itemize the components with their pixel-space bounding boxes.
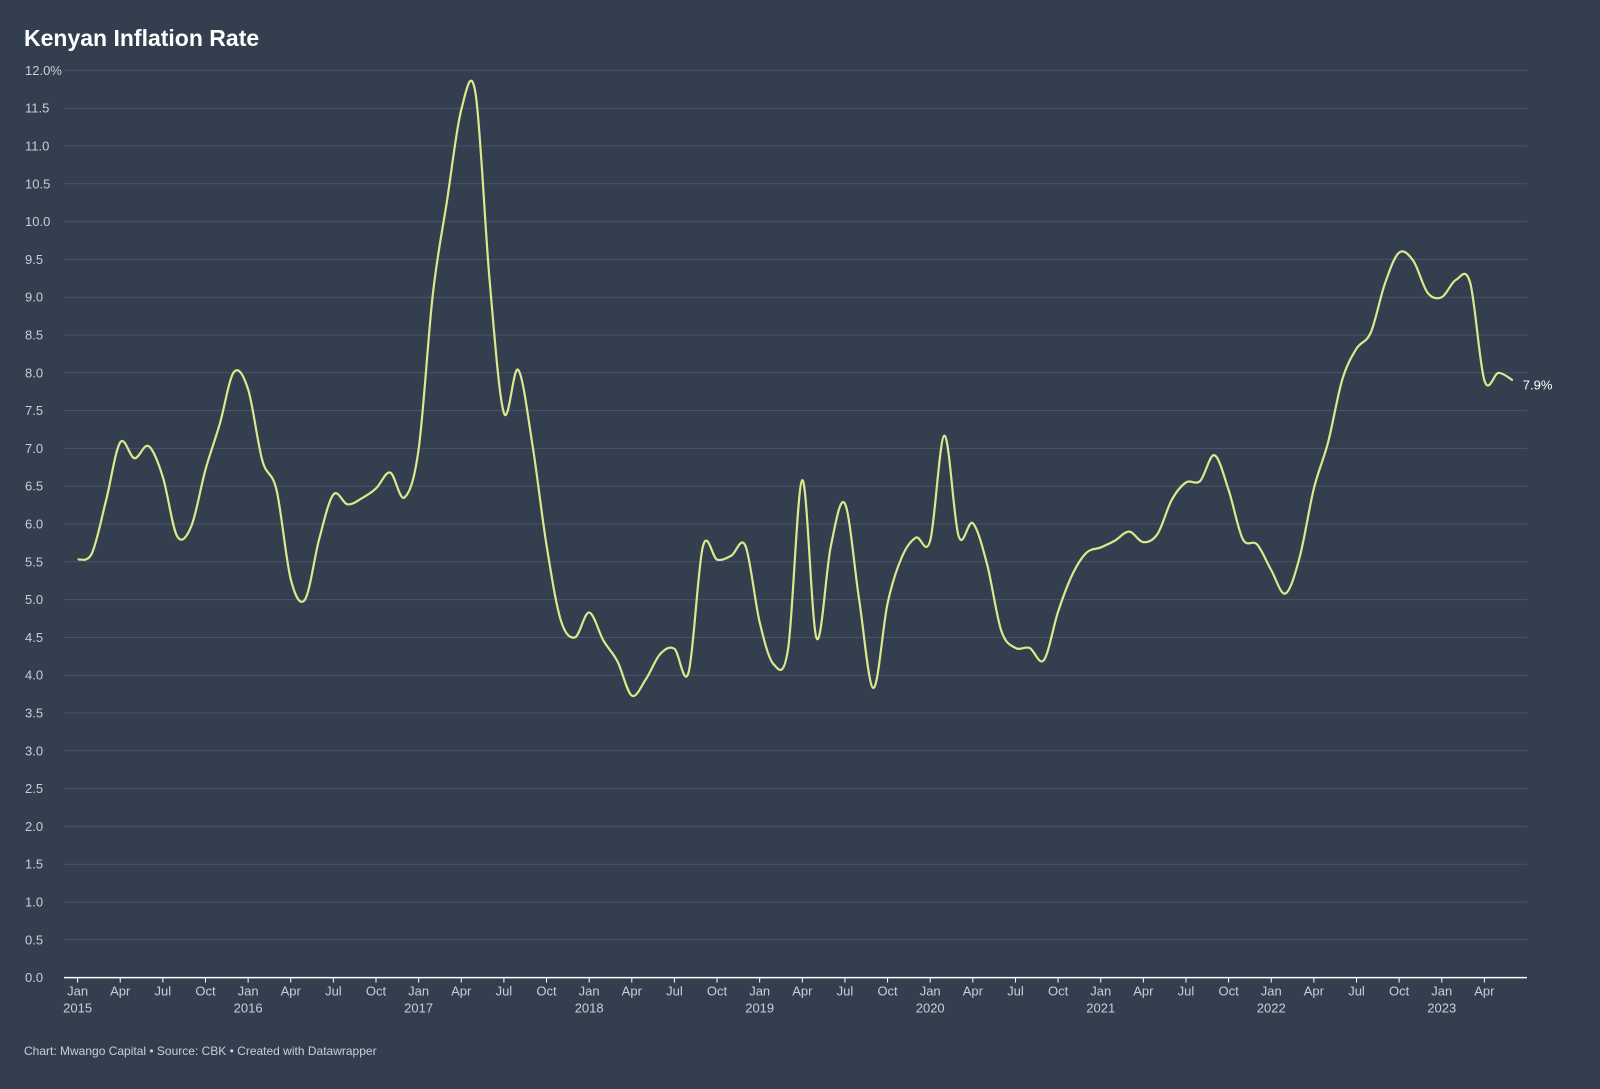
x-tick-year: 2016 [234, 1001, 263, 1016]
y-tick-label: 8.5 [25, 328, 43, 343]
x-tick-label: Jan [920, 984, 941, 999]
x-tick-label: Apr [963, 984, 984, 999]
x-tick-label: Oct [877, 984, 898, 999]
y-tick-label: 4.5 [25, 630, 43, 645]
y-tick-label: 3.5 [25, 706, 43, 721]
y-tick-label: 11.0 [25, 139, 49, 154]
chart-title: Kenyan Inflation Rate [24, 25, 259, 51]
x-tick-label: Jul [1348, 984, 1365, 999]
x-tick-label: Apr [1304, 984, 1325, 999]
y-tick-label: 7.0 [25, 441, 43, 456]
x-tick-label: Oct [536, 984, 557, 999]
x-tick-label: Jul [155, 984, 172, 999]
x-tick-label: Oct [195, 984, 216, 999]
x-tick-year: 2018 [575, 1001, 604, 1016]
x-tick-year: 2019 [745, 1001, 774, 1016]
y-tick-label: 7.5 [25, 403, 43, 418]
x-tick-label: Jan [1090, 984, 1111, 999]
x-tick-label: Jan [238, 984, 259, 999]
x-tick-label: Jan [579, 984, 600, 999]
y-tick-label: 10.0 [25, 214, 50, 229]
x-tick-label: Jul [496, 984, 513, 999]
x-tick-label: Jul [837, 984, 854, 999]
y-tick-label: 5.0 [25, 592, 43, 607]
x-tick-label: Apr [1133, 984, 1154, 999]
y-tick-label: 0.5 [25, 932, 43, 947]
x-tick-label: Oct [366, 984, 387, 999]
y-tick-label: 1.0 [25, 895, 43, 910]
x-tick-label: Apr [1474, 984, 1495, 999]
x-tick-label: Jan [1431, 984, 1452, 999]
x-tick-year: 2017 [404, 1001, 433, 1016]
x-tick-label: Jan [67, 984, 88, 999]
y-tick-label: 5.5 [25, 554, 43, 569]
x-tick-label: Jan [408, 984, 429, 999]
y-tick-label: 6.0 [25, 517, 43, 532]
y-tick-label: 0.0 [25, 970, 43, 985]
x-tick-label: Oct [1048, 984, 1069, 999]
x-tick-label: Oct [1389, 984, 1410, 999]
x-tick-label: Jul [666, 984, 683, 999]
x-tick-label: Oct [1218, 984, 1239, 999]
y-tick-label: 2.0 [25, 819, 43, 834]
x-tick-label: Apr [281, 984, 302, 999]
y-tick-label: 9.0 [25, 290, 43, 305]
x-tick-year: 2021 [1086, 1001, 1115, 1016]
x-tick-label: Oct [707, 984, 728, 999]
y-tick-label: 8.0 [25, 365, 43, 380]
y-tick-label: 10.5 [25, 176, 50, 191]
x-tick-label: Apr [622, 984, 643, 999]
y-tick-label: 2.5 [25, 781, 43, 796]
y-tick-label: 4.0 [25, 668, 43, 683]
x-tick-year: 2020 [916, 1001, 945, 1016]
x-tick-label: Jul [325, 984, 342, 999]
y-tick-label: 9.5 [25, 252, 43, 267]
x-tick-label: Jan [1261, 984, 1282, 999]
x-tick-year: 2023 [1427, 1001, 1456, 1016]
x-tick-label: Apr [110, 984, 131, 999]
x-tick-label: Jul [1007, 984, 1024, 999]
x-tick-label: Jul [1178, 984, 1195, 999]
line-series [77, 79, 1514, 698]
y-tick-label: 11.5 [25, 101, 49, 116]
x-tick-year: 2022 [1257, 1001, 1286, 1016]
y-tick-label: 6.5 [25, 479, 43, 494]
x-tick-label: Apr [451, 984, 472, 999]
source-note: Chart: Mwango Capital • Source: CBK • Cr… [24, 1044, 377, 1058]
x-tick-label: Jan [749, 984, 770, 999]
end-label: 7.9% [1523, 377, 1553, 392]
x-tick-year: 2015 [63, 1001, 92, 1016]
x-tick-label: Apr [792, 984, 813, 999]
y-tick-label: 3.0 [25, 743, 43, 758]
y-tick-label: 1.5 [25, 857, 43, 872]
y-tick-label: 12.0% [25, 63, 62, 78]
